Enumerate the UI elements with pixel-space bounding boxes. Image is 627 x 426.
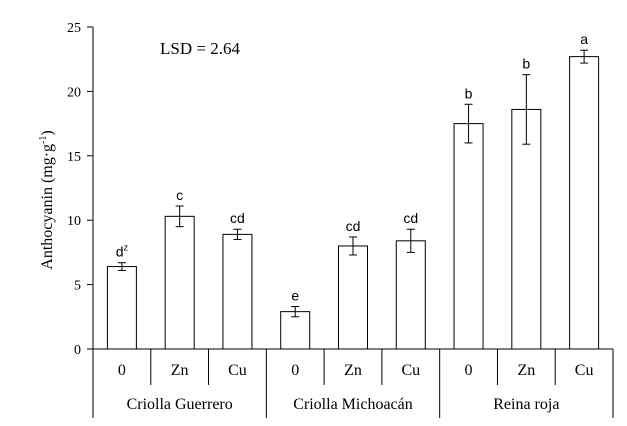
bar	[164, 215, 195, 350]
significance-letter: b	[465, 85, 473, 101]
y-tick-label: 10	[67, 214, 81, 229]
x-category-label: Zn	[344, 362, 362, 379]
bar	[569, 56, 600, 350]
significance-letter: e	[291, 287, 299, 303]
bar	[453, 123, 484, 350]
x-category-label: 0	[118, 362, 126, 379]
x-category-label: Zn	[517, 362, 535, 379]
significance-letter: a	[580, 31, 588, 47]
y-axis-label-main: Anthocyanin (mg·g	[39, 144, 56, 270]
y-tick-label: 25	[67, 21, 81, 36]
y-tick-label: 15	[67, 150, 81, 165]
bar	[222, 233, 253, 350]
significance-letter: cd	[346, 218, 361, 234]
x-category-label: Cu	[575, 362, 594, 379]
bar	[106, 266, 137, 350]
significance-letter-superscript: z	[124, 243, 129, 253]
x-category-label: 0	[465, 362, 473, 379]
y-tick-label: 0	[74, 343, 81, 358]
x-category-label: Cu	[228, 362, 247, 379]
lsd-annotation: LSD = 2.64	[160, 39, 240, 58]
significance-letter: cd	[403, 210, 418, 226]
x-category-label: Cu	[401, 362, 420, 379]
significance-letter: c	[176, 187, 183, 203]
significance-letter: dz	[116, 243, 129, 260]
y-tick-label: 5	[74, 279, 81, 294]
bar	[395, 240, 426, 350]
y-axis-label-superscript: -1	[38, 136, 49, 144]
x-group-label: Criolla Michoacán	[293, 396, 413, 413]
plot-area: 0 5 10 15 20 25 dz 0 c Zn cd Cu Criolla Guerrero e 0 cd…	[67, 21, 614, 418]
bar	[511, 108, 542, 350]
bar	[338, 245, 368, 350]
y-tick-label: 20	[67, 85, 81, 100]
x-group-label: Reina roja	[493, 396, 559, 413]
x-category-label: Zn	[171, 362, 189, 379]
significance-letter: cd	[230, 210, 245, 226]
y-axis-label-tail: )	[39, 130, 56, 135]
significance-letter: b	[522, 56, 530, 72]
x-category-label: 0	[291, 362, 299, 379]
x-group-label: Criolla Guerrero	[127, 396, 233, 413]
y-axis-label: Anthocyanin (mg·g-1)	[38, 130, 56, 269]
